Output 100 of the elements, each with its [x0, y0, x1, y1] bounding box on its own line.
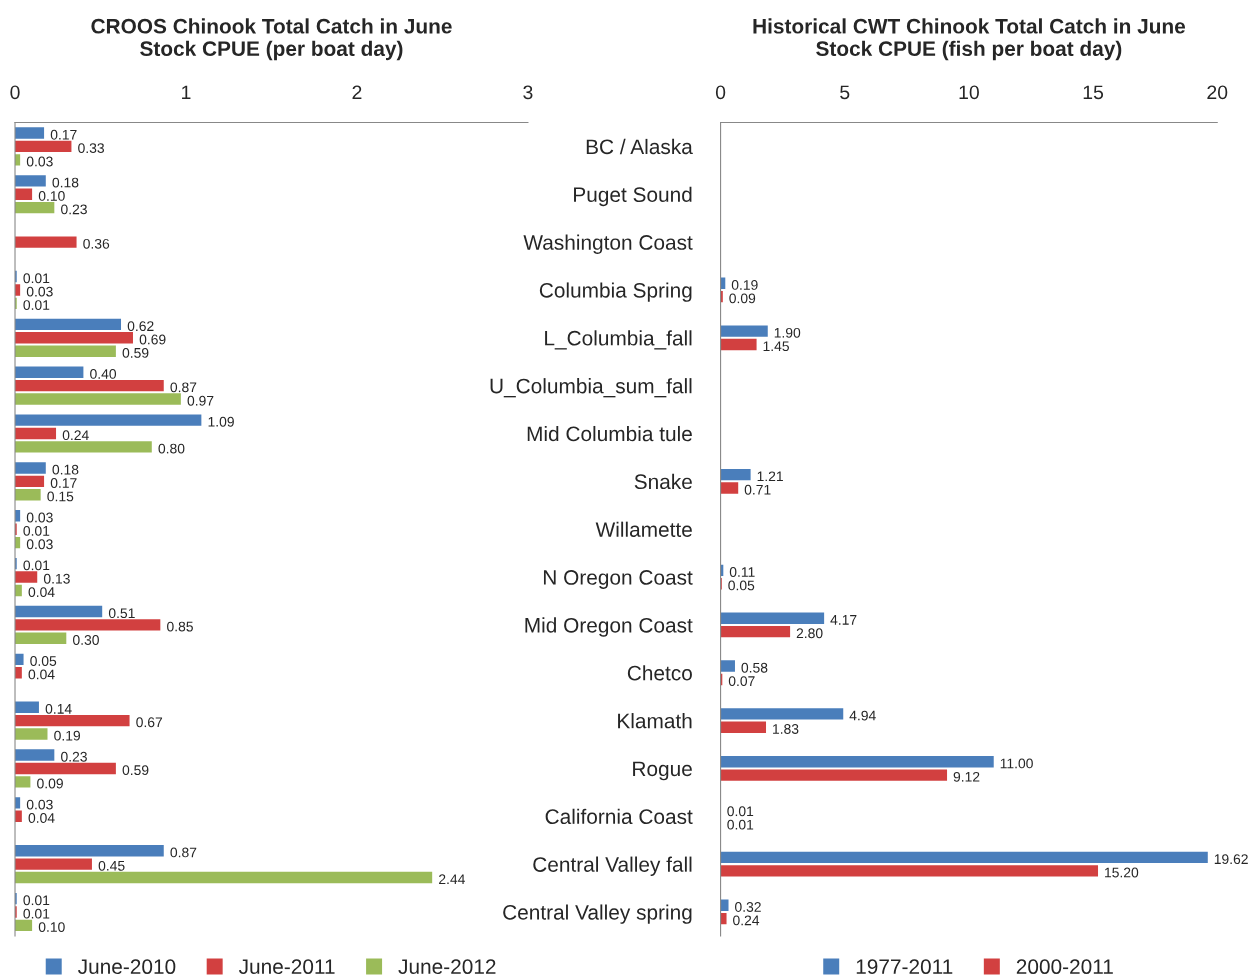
data-label: 0.24 — [733, 915, 760, 926]
data-label: 0.01 — [23, 300, 50, 310]
chart-title: CROOS Chinook Total Catch in June — [91, 18, 452, 34]
y-tick-label: BC / Alaska — [586, 138, 693, 155]
y-tick-label: Rogue — [633, 761, 692, 781]
y-tick-label: L_Columbia_fall — [545, 330, 692, 350]
data-label: 0.18 — [52, 177, 79, 188]
x-tick-label: 0 — [715, 85, 726, 100]
y-tick-label: Washington Coast — [523, 234, 693, 254]
data-label: 0.36 — [83, 238, 110, 249]
data-label: 0.23 — [61, 751, 87, 762]
data-label: 0.33 — [78, 143, 105, 154]
data-label: 0.87 — [170, 847, 197, 858]
data-label: 1.09 — [208, 416, 234, 427]
data-label: 0.01 — [727, 806, 754, 817]
y-tick-label: Willamette — [595, 521, 692, 537]
y-tick-label: Chetco — [627, 665, 692, 681]
y-tick-label: Mid Columbia tule — [527, 425, 692, 442]
data-label: 0.62 — [127, 321, 154, 332]
data-label: 0.01 — [23, 908, 50, 919]
data-label: 0.97 — [187, 395, 214, 406]
data-label: 0.03 — [26, 512, 53, 523]
legend-label: June-2010 — [78, 959, 176, 975]
data-label: 0.04 — [28, 587, 55, 598]
data-label: 1.21 — [757, 471, 783, 482]
data-label: 2.80 — [796, 628, 823, 639]
legend-label: June-2012 — [398, 959, 496, 975]
x-tick-label: 10 — [959, 85, 979, 100]
data-label: 0.45 — [98, 860, 125, 871]
data-label: 0.17 — [50, 478, 77, 488]
x-tick-label: 20 — [1207, 85, 1228, 100]
data-label: 4.17 — [830, 615, 857, 625]
data-label: 0.03 — [26, 539, 53, 550]
x-tick-label: 0 — [10, 85, 20, 100]
data-label: 0.19 — [54, 730, 81, 741]
y-tick-label: Columbia Spring — [539, 282, 692, 302]
x-tick-label: 5 — [840, 85, 850, 100]
y-tick-label: Central Valley fall — [533, 856, 692, 876]
data-label: 4.94 — [849, 710, 876, 721]
data-label: 0.01 — [23, 273, 50, 284]
data-label: 0.13 — [43, 573, 70, 584]
x-tick-label: 15 — [1083, 85, 1104, 100]
data-label: 0.05 — [30, 656, 57, 666]
data-label: 11.00 — [1000, 758, 1033, 769]
data-label: 0.03 — [26, 286, 53, 297]
x-tick-label: 2 — [352, 85, 362, 100]
y-tick-label: Puget Sound — [574, 186, 692, 207]
data-label: 0.59 — [122, 347, 149, 358]
data-label: 2.44 — [439, 874, 465, 884]
data-label: 1.83 — [773, 724, 799, 734]
data-label: 0.09 — [729, 293, 756, 304]
data-label: 0.59 — [122, 765, 149, 776]
data-label: 0.51 — [108, 608, 135, 619]
data-label: 0.23 — [61, 204, 87, 215]
data-label: 0.03 — [26, 156, 53, 167]
y-tick-label: U_Columbia_sum_fall — [490, 378, 692, 398]
data-label: 0.15 — [47, 491, 74, 502]
data-label: 0.05 — [728, 580, 755, 591]
chart-title: Historical CWT Chinook Total Catch in June — [753, 18, 1186, 34]
data-label: 0.80 — [158, 443, 185, 454]
data-label: 0.58 — [741, 662, 768, 673]
x-tick-label: 1 — [182, 85, 191, 100]
y-tick-label: Klamath — [618, 713, 692, 729]
data-label: 0.10 — [38, 191, 65, 201]
data-label: 9.12 — [953, 771, 980, 782]
data-label: 0.19 — [731, 280, 758, 290]
data-label: 0.01 — [23, 895, 50, 906]
data-label: 0.07 — [728, 676, 755, 687]
data-label: 0.67 — [136, 717, 163, 728]
y-tick-label: Central Valley spring — [503, 904, 692, 924]
legend-label: 2000-2011 — [1016, 959, 1113, 975]
data-label: 0.85 — [167, 621, 193, 632]
legend-label: June-2011 — [238, 959, 335, 975]
data-label: 0.09 — [37, 778, 63, 789]
data-label: 0.69 — [139, 334, 166, 345]
y-tick-label: California Coast — [545, 808, 693, 825]
data-label: 0.01 — [727, 819, 754, 830]
legend-label: 1977-2011 — [856, 959, 953, 975]
data-label: 0.01 — [23, 525, 50, 536]
y-tick-label: Mid Oregon Coast — [525, 617, 693, 637]
data-label: 0.71 — [744, 484, 771, 495]
data-label: 0.17 — [50, 129, 77, 140]
data-label: 0.24 — [62, 430, 89, 441]
data-label: 15.20 — [1105, 867, 1139, 878]
data-label: 0.18 — [52, 464, 79, 475]
data-label: 0.32 — [735, 902, 761, 912]
data-label: 1.45 — [763, 341, 789, 352]
data-label: 0.04 — [28, 669, 55, 680]
data-label: 0.87 — [170, 382, 197, 393]
data-label: 19.62 — [1214, 854, 1248, 865]
data-label: 0.30 — [73, 635, 99, 645]
data-label: 0.03 — [26, 799, 53, 810]
data-label: 0.14 — [45, 703, 72, 714]
x-tick-label: 3 — [523, 85, 533, 100]
data-label: 0.10 — [38, 922, 65, 932]
data-label: 0.11 — [729, 567, 755, 577]
data-label: 0.40 — [90, 369, 117, 379]
y-tick-label: Snake — [634, 473, 692, 490]
data-label: 0.04 — [28, 813, 55, 823]
data-label: 1.90 — [774, 327, 801, 338]
